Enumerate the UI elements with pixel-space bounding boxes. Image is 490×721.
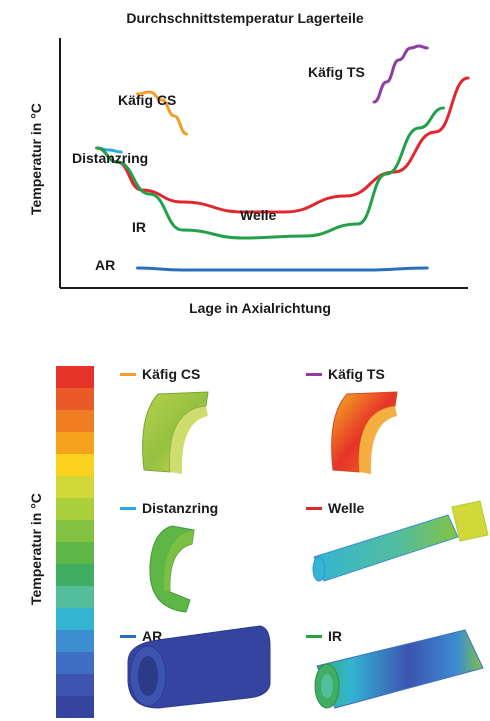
series-layer (95, 44, 470, 272)
legend-label: Welle (328, 500, 365, 516)
colorbar-swatch-8 (56, 542, 94, 564)
series-line-ar (136, 266, 429, 272)
colorbar-swatch-13 (56, 652, 94, 674)
curve-label-kafig-cs: Käfig CS (118, 92, 177, 108)
legend-line-icon (120, 506, 136, 510)
colorbar-swatch-1 (56, 388, 94, 410)
legend-label: Käfig CS (142, 366, 201, 382)
shaft-thumbnail (312, 500, 489, 582)
chart-title: Durchschnittstemperatur Lagerteile (126, 10, 364, 26)
series-line-k-fig-cs (136, 90, 188, 136)
legend-line-icon (306, 372, 322, 376)
series-line-ir (95, 106, 446, 240)
cage-cs-thumbnail (142, 391, 209, 474)
colorbar-swatch-10 (56, 586, 94, 608)
colorbar-swatch-0 (56, 366, 94, 388)
legend-line-icon (120, 372, 136, 376)
series-line-welle (95, 76, 470, 214)
legend-item-distanzring: Distanzring (120, 500, 218, 516)
colorbar-swatch-6 (56, 498, 94, 520)
legend-item-welle: Welle (306, 500, 364, 516)
colorbar-swatch-11 (56, 608, 94, 630)
inner-ring-thumbnail (314, 629, 484, 709)
legend-line-icon (120, 634, 136, 638)
colorbar-swatch-2 (56, 410, 94, 432)
legend-item-kafig-cs: Käfig CS (120, 366, 200, 382)
colorbar-swatch-15 (56, 696, 94, 718)
curve-label-distanzring: Distanzring (72, 150, 149, 166)
colorbar-swatch-14 (56, 674, 94, 696)
cage-ts-thumbnail (331, 391, 398, 474)
legend-line-icon (306, 634, 322, 638)
legend-label: IR (328, 628, 342, 644)
colorbar-swatch-4 (56, 454, 94, 476)
spacer-ring-thumbnail (149, 525, 195, 613)
legend-label: Käfig TS (328, 366, 385, 382)
legend-label: Distanzring (142, 500, 219, 516)
curve-label-kafig-ts: Käfig TS (308, 64, 365, 80)
legend-item-ir: IR (306, 628, 342, 644)
outer-ring-thumbnail (127, 625, 271, 709)
colorbar-swatch-7 (56, 520, 94, 542)
colorbar-label: Temperatur in °C (28, 493, 44, 605)
curve-label-ar: AR (95, 257, 116, 273)
temperature-colorbar (56, 366, 94, 718)
colorbar-swatch-3 (56, 432, 94, 454)
curve-label-welle: Welle (240, 207, 277, 223)
colorbar-swatch-5 (56, 476, 94, 498)
colorbar-swatch-9 (56, 564, 94, 586)
legend-item-kafig-ts: Käfig TS (306, 366, 385, 382)
series-line-k-fig-ts (372, 44, 429, 104)
colorbar-swatch-12 (56, 630, 94, 652)
legend-line-icon (306, 506, 322, 510)
curve-label-ir: IR (132, 219, 146, 235)
line-chart (59, 38, 470, 289)
x-axis-label: Lage in Axialrichtung (189, 300, 331, 316)
